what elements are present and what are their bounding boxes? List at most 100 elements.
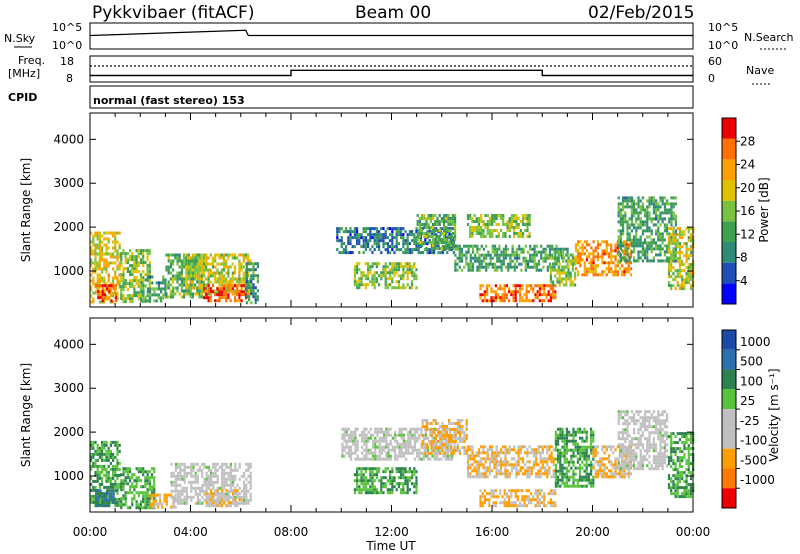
heatmap-cell (120, 479, 123, 483)
heatmap-cell (535, 262, 538, 266)
heatmap-cell (207, 268, 210, 272)
heatmap-cell (112, 455, 115, 459)
heatmap-cell (92, 479, 95, 483)
heatmap-cell (198, 256, 201, 260)
heatmap-cell (131, 497, 134, 501)
heatmap-cell (174, 493, 177, 497)
heatmap-cell (513, 268, 516, 272)
heatmap-cell (415, 485, 418, 489)
heatmap-cell (674, 259, 677, 263)
heatmap-cell (98, 464, 101, 468)
heatmap-cell (409, 430, 412, 434)
heatmap-cell (188, 495, 191, 499)
heatmap-cell (471, 454, 474, 458)
heatmap-cell (521, 472, 525, 476)
heatmap-cell (214, 265, 217, 269)
heatmap-cell (610, 243, 613, 247)
heatmap-cell (98, 449, 101, 453)
heatmap-cell (231, 274, 234, 278)
heatmap-cell (248, 280, 251, 284)
heatmap-cell (205, 489, 208, 493)
heatmap-cell (407, 445, 410, 449)
heatmap-cell (453, 445, 456, 449)
heatmap-cell (394, 448, 397, 452)
heatmap-cell (397, 467, 400, 471)
heatmap-cell (411, 286, 414, 290)
heatmap-cell (672, 254, 675, 258)
heatmap-cell (497, 454, 500, 458)
heatmap-cell (486, 214, 489, 217)
heatmap-cell (242, 280, 245, 284)
heatmap-cell (389, 482, 392, 486)
heatmap-cell (541, 451, 544, 455)
heatmap-cell (95, 489, 98, 493)
heatmap-cell (101, 440, 104, 444)
heatmap-cell (139, 288, 143, 292)
heatmap-cell (179, 468, 182, 472)
heatmap-cell (670, 196, 673, 200)
heatmap-cell (657, 253, 660, 257)
heatmap-cell (122, 300, 125, 304)
heatmap-cell (676, 233, 679, 237)
heatmap-cell (551, 265, 554, 269)
heatmap-cell (542, 256, 545, 260)
heatmap-cell (146, 252, 149, 256)
heatmap-cell (179, 489, 182, 493)
heatmap-cell (482, 235, 485, 238)
heatmap-cell (661, 196, 664, 200)
heatmap-cell (135, 279, 138, 283)
heatmap-cell (238, 486, 241, 490)
heatmap-cell (146, 278, 149, 282)
heatmap-cell (174, 489, 177, 493)
heatmap-cell (137, 476, 140, 480)
heatmap-cell (196, 492, 199, 496)
heatmap-cell (207, 292, 210, 296)
heatmap-cell (475, 460, 478, 464)
heatmap-cell (198, 292, 201, 296)
heatmap-cell (120, 255, 123, 259)
heatmap-cell (389, 251, 392, 255)
heatmap-cell (248, 295, 251, 299)
heatmap-cell (180, 259, 183, 263)
heatmap-cell (461, 437, 464, 440)
heatmap-cell (227, 471, 230, 475)
heatmap-cell (118, 461, 121, 465)
heatmap-cell (378, 479, 381, 483)
heatmap-cell (114, 479, 117, 483)
heatmap-cell (148, 279, 151, 283)
heatmap-cell (212, 471, 215, 475)
heatmap-cell (592, 240, 595, 244)
heatmap-cell (139, 258, 143, 262)
heatmap-cell (236, 287, 239, 291)
heatmap-cell (225, 299, 228, 303)
heatmap-cell (454, 253, 457, 257)
heatmap-cell (546, 457, 549, 461)
heatmap-cell (480, 217, 483, 220)
heatmap-cell (622, 196, 625, 200)
heatmap-cell (97, 495, 100, 499)
heatmap-cell (443, 226, 446, 229)
heatmap-cell (118, 279, 121, 283)
heatmap-cell (254, 286, 257, 290)
heatmap-cell (149, 275, 152, 279)
heatmap-cell (361, 433, 364, 437)
colorbar-tick-label: 16 (740, 204, 755, 218)
heatmap-cell (479, 293, 482, 297)
heatmap-cell (513, 214, 516, 217)
heatmap-cell (356, 268, 359, 272)
heatmap-cell (129, 297, 132, 301)
heatmap-cell (540, 253, 543, 257)
heatmap-cell (544, 247, 547, 251)
heatmap-cell (371, 233, 374, 237)
heatmap-cell (446, 457, 449, 461)
heatmap-cell (605, 273, 608, 277)
heatmap-cell (552, 293, 555, 297)
heatmap-cell (687, 248, 690, 252)
heatmap-cell (517, 457, 520, 461)
heatmap-cell (456, 247, 459, 251)
heatmap-cell (383, 430, 386, 434)
heatmap-cell (674, 214, 677, 218)
heatmap-cell (98, 497, 101, 501)
heatmap-cell (160, 287, 163, 291)
heatmap-cell (221, 495, 224, 499)
